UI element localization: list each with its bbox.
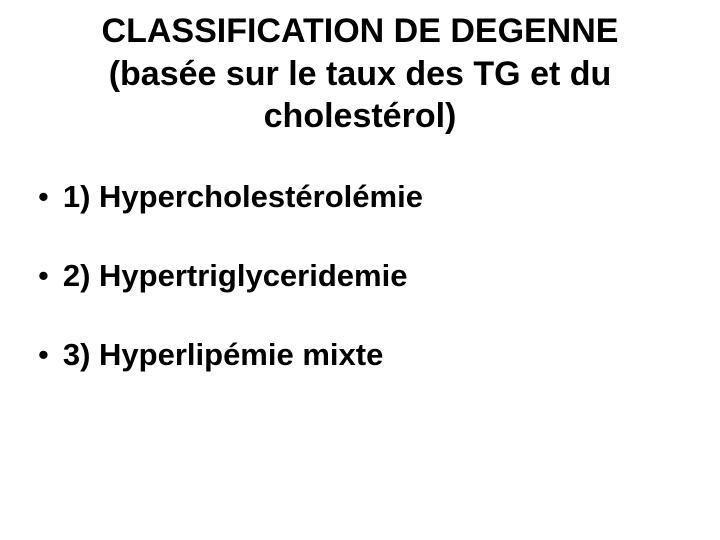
slide: CLASSIFICATION DE DEGENNE (basée sur le … (0, 0, 720, 540)
title-line-3: cholestérol) (264, 97, 457, 135)
list-item: • 3) Hyperlipémie mixte (38, 336, 690, 373)
list-item: • 2) Hypertriglyceridemie (38, 257, 690, 294)
bullet-marker-icon: • (38, 257, 49, 294)
bullet-text: 1) Hypercholestérolémie (63, 178, 423, 215)
bullet-marker-icon: • (38, 178, 49, 215)
list-item: • 1) Hypercholestérolémie (38, 178, 690, 215)
slide-title: CLASSIFICATION DE DEGENNE (basée sur le … (30, 10, 690, 138)
bullet-text: 2) Hypertriglyceridemie (63, 257, 408, 294)
bullet-marker-icon: • (38, 336, 49, 373)
title-line-1: CLASSIFICATION DE DEGENNE (102, 12, 619, 50)
bullet-list: • 1) Hypercholestérolémie • 2) Hypertrig… (30, 178, 690, 374)
bullet-text: 3) Hyperlipémie mixte (63, 336, 383, 373)
title-line-2: (basée sur le taux des TG et du (109, 55, 612, 93)
